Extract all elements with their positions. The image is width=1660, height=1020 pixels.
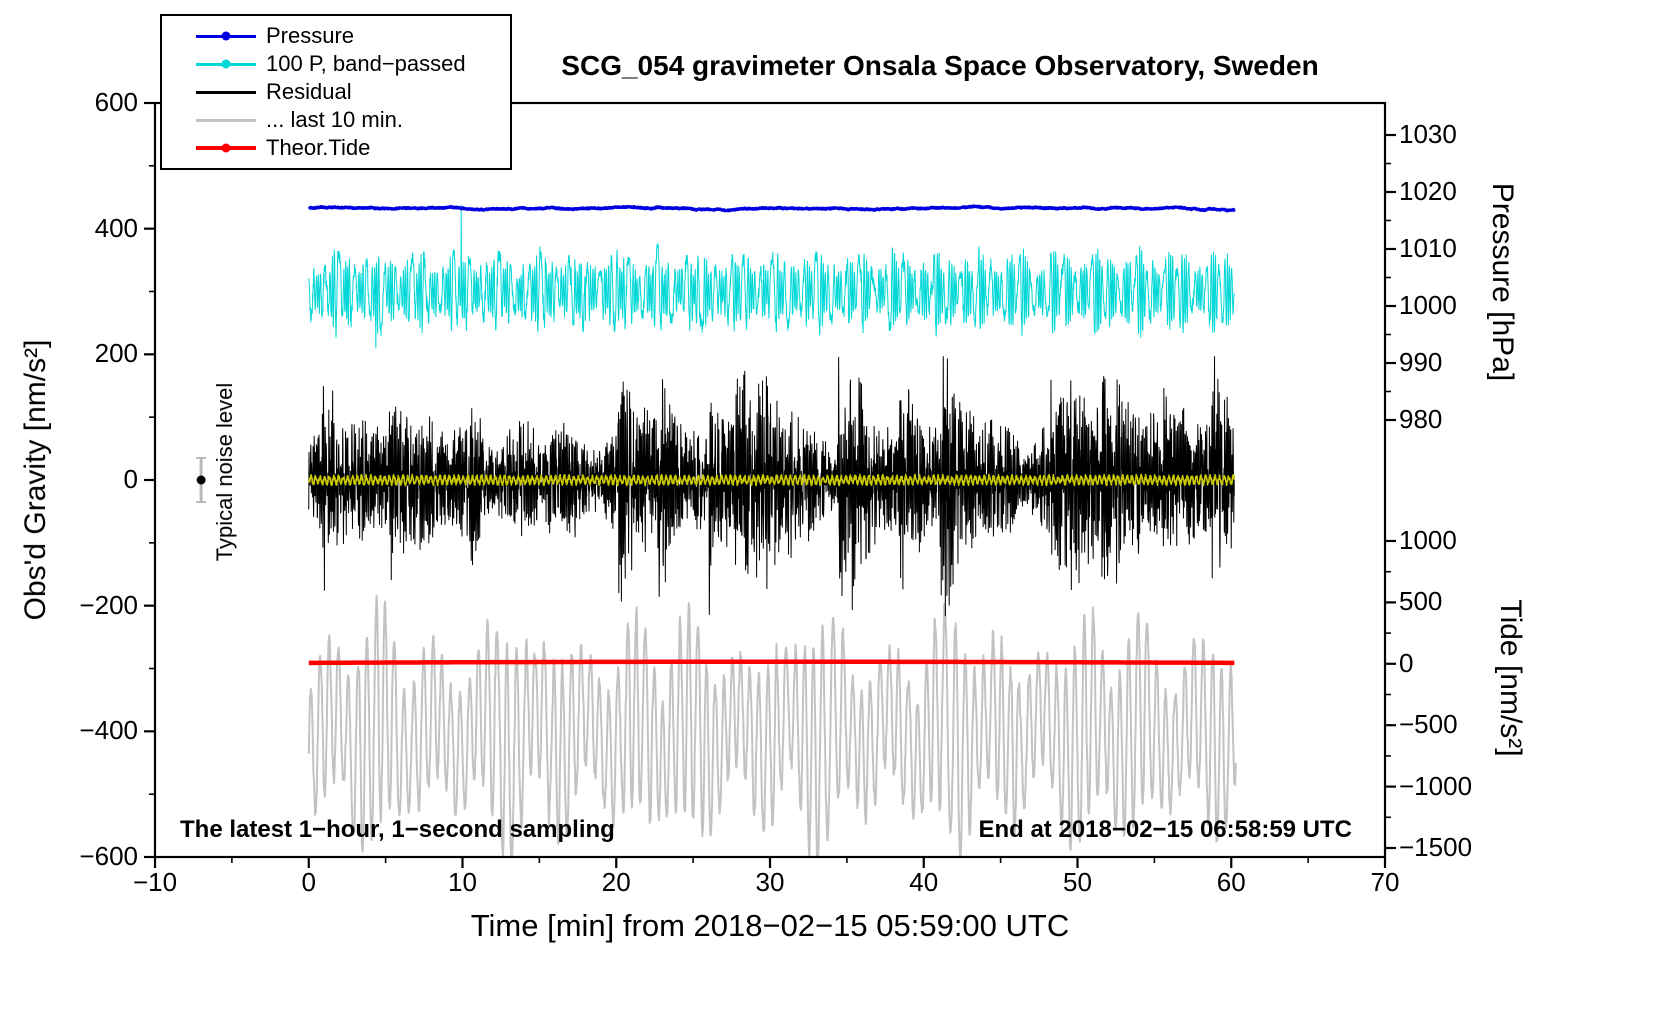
pressure-tick-990: 990 [1399, 347, 1443, 377]
end-time-note: End at 2018−02−15 06:58:59 UTC [978, 816, 1352, 843]
legend-marker-dot [221, 143, 231, 153]
y-tick--200: −200 [79, 589, 138, 620]
legend-item-pressure: Pressure [162, 23, 510, 49]
tide-tick-1000: 1000 [1399, 525, 1457, 555]
pressure-tick-1020: 1020 [1399, 176, 1457, 206]
legend-line-sample [196, 79, 256, 105]
noise-level-annotation: Typical noise level [212, 382, 237, 562]
y-axis-label-pressure: Pressure [hPa] [1486, 182, 1519, 382]
legend-marker-dot [221, 31, 231, 41]
sampling-note: The latest 1−hour, 1−second sampling [180, 816, 615, 843]
legend-label: Residual [266, 79, 352, 104]
x-tick--10: −10 [132, 867, 178, 897]
x-axis-label-time: Time [min] from 2018−02−15 05:59:00 UTC [470, 908, 1070, 943]
legend-label: ... last 10 min. [266, 107, 403, 132]
legend: Pressure 100 P, band−passed Residual ... la… [160, 14, 512, 170]
pressure-tick-1010: 1010 [1399, 233, 1457, 263]
x-tick-50: 50 [1063, 867, 1092, 897]
x-tick-0: 0 [301, 867, 316, 897]
y-tick-0: 0 [123, 464, 138, 494]
legend-item-residual: Residual [162, 79, 510, 105]
legend-label: 100 P, band−passed [266, 51, 466, 76]
pressure-tick-1030: 1030 [1399, 119, 1457, 149]
tide-tick-0: 0 [1399, 647, 1414, 678]
legend-label: Pressure [266, 23, 355, 48]
x-tick-70: 70 [1370, 867, 1400, 897]
y-tick-400: 400 [94, 212, 138, 243]
tide-tick--500: −500 [1399, 709, 1458, 740]
x-tick-10: 10 [448, 867, 477, 897]
pressure-tick-1000: 1000 [1399, 290, 1457, 320]
legend-item-theor-tide: Theor.Tide [162, 135, 510, 161]
tide-tick--1500: −1500 [1399, 832, 1473, 862]
legend-line-sample [196, 23, 256, 49]
x-tick-60: 60 [1216, 867, 1246, 897]
pressure-tick-980: 980 [1399, 404, 1443, 434]
legend-line-sample [196, 51, 256, 77]
y-tick--600: −600 [79, 841, 138, 871]
y-tick--400: −400 [79, 715, 138, 746]
x-tick-40: 40 [909, 867, 939, 897]
y-tick-200: 200 [94, 338, 138, 369]
legend-line-sample [196, 107, 256, 133]
legend-item-100-p-band-passed: 100 P, band−passed [162, 51, 510, 77]
legend-line-sample [196, 135, 256, 161]
y-axis-label-gravity: Obs'd Gravity [nm/s²] [19, 339, 52, 621]
legend-label: Theor.Tide [266, 135, 371, 160]
legend-item--last-10-min-: ... last 10 min. [162, 107, 510, 133]
x-tick-20: 20 [601, 867, 631, 897]
y-axis-label-tide: Tide [nm/s²] [1494, 599, 1527, 757]
x-tick-30: 30 [755, 867, 785, 897]
y-tick-600: 600 [94, 87, 138, 117]
legend-marker-dot [221, 59, 231, 69]
chart-title: SCG_054 gravimeter Onsala Space Observat… [561, 50, 1319, 81]
tide-tick--1000: −1000 [1399, 770, 1473, 801]
tide-tick-500: 500 [1399, 586, 1443, 617]
